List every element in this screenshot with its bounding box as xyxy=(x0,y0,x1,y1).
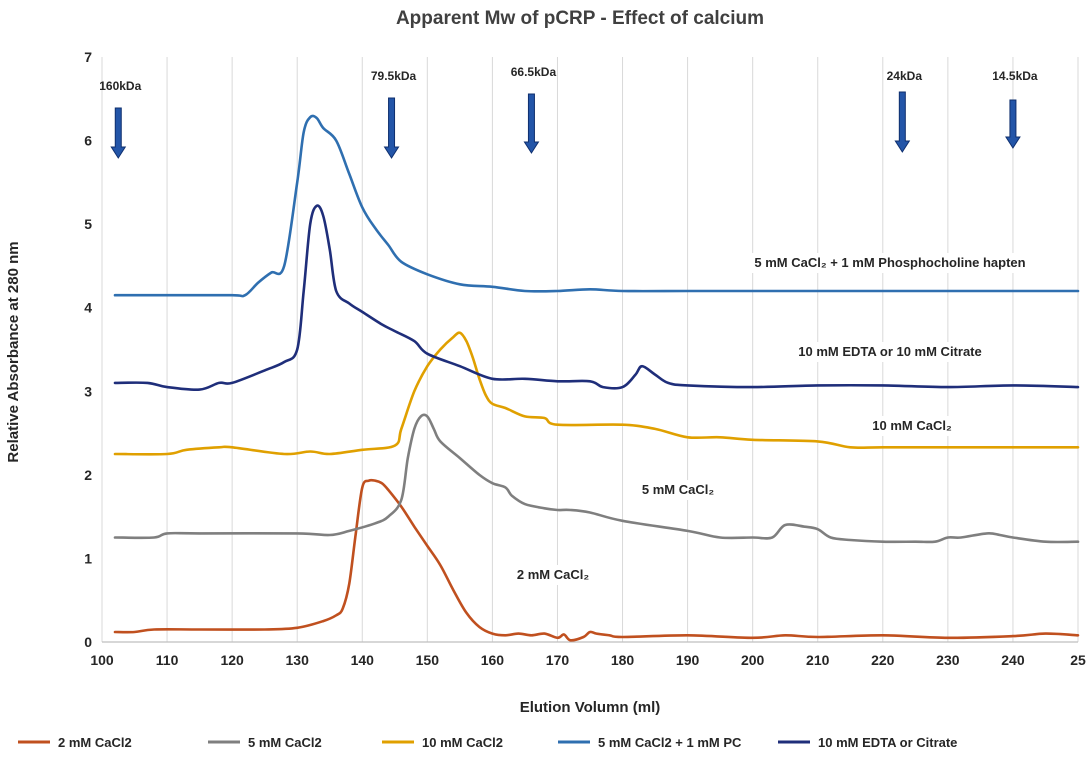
mw-marker-arrow xyxy=(383,97,400,159)
series-line-edta xyxy=(113,204,1080,392)
x-tick-label: 130 xyxy=(286,652,310,668)
series-labels: 5 mM CaCl₂ + 1 mM Phosphocholine hapten 1… xyxy=(507,253,1047,585)
y-tick-label: 6 xyxy=(84,133,92,149)
x-tick-label: 160 xyxy=(481,652,505,668)
series-label-bg xyxy=(862,416,962,436)
series-group xyxy=(113,114,1080,642)
series-line-2mM xyxy=(113,478,1080,642)
y-axis-title: Relative Absorbance at 280 nm xyxy=(5,241,22,462)
mw-marker-arrow xyxy=(894,91,911,153)
x-tick-label: 25 xyxy=(1070,652,1086,668)
mw-marker-arrow xyxy=(110,107,127,159)
x-tick-label: 110 xyxy=(156,652,179,668)
mw-marker-label: 14.5kDa xyxy=(992,69,1038,83)
series-line-5mM xyxy=(113,413,1080,544)
series-label-bg xyxy=(507,565,599,585)
x-tick-label: 100 xyxy=(90,652,114,668)
x-tick-label: 230 xyxy=(936,652,960,668)
x-tick-label: 220 xyxy=(871,652,895,668)
legend: 2 mM CaCl2 5 mM CaCl2 10 mM CaCl2 5 mM CaCl… xyxy=(18,735,957,750)
mw-marker-label: 24kDa xyxy=(887,69,923,83)
mw-marker-label: 66.5kDa xyxy=(511,65,557,79)
x-axis-title: Elution Volumn (ml) xyxy=(520,699,661,716)
mw-markers: 160kDa 79.5kDa 66.5kDa 24kDa 14.5kDa xyxy=(99,65,1038,159)
series-label-bg xyxy=(779,342,1001,362)
legend-label-2mM: 2 mM CaCl2 xyxy=(58,735,132,750)
mw-marker-label: 79.5kDa xyxy=(371,69,417,83)
mw-marker-arrow xyxy=(523,93,540,154)
x-tick-label: 210 xyxy=(806,652,830,668)
legend-label-pc: 5 mM CaCl2 + 1 mM PC xyxy=(598,735,742,750)
x-tick-label: 180 xyxy=(611,652,635,668)
y-tick-label: 2 xyxy=(84,467,92,483)
y-tick-label: 4 xyxy=(84,300,92,316)
y-axis-ticks: 0 1 2 3 4 5 6 7 xyxy=(84,49,92,650)
x-tick-label: 200 xyxy=(741,652,765,668)
x-tick-label: 120 xyxy=(220,652,244,668)
series-label-5mM: 5 mM CaCl₂ xyxy=(642,482,714,497)
y-tick-label: 7 xyxy=(84,49,92,65)
x-tick-label: 240 xyxy=(1001,652,1025,668)
series-line-pc xyxy=(113,114,1080,298)
mw-marker-label: 160kDa xyxy=(99,79,141,93)
x-tick-label: 140 xyxy=(351,652,375,668)
series-label-bg xyxy=(733,253,1047,273)
y-tick-label: 1 xyxy=(84,550,92,566)
series-label-10mM: 10 mM CaCl₂ xyxy=(872,418,952,433)
mw-marker-arrow xyxy=(1005,99,1021,149)
x-tick-label: 150 xyxy=(416,652,440,668)
series-label-2mM: 2 mM CaCl₂ xyxy=(517,567,589,582)
series-line-10mM xyxy=(113,331,1080,456)
legend-label-5mM: 5 mM CaCl2 xyxy=(248,735,322,750)
x-tick-label: 170 xyxy=(546,652,570,668)
series-label-bg xyxy=(632,480,724,500)
legend-label-10mM: 10 mM CaCl2 xyxy=(422,735,503,750)
y-tick-label: 3 xyxy=(84,383,92,399)
y-tick-label: 0 xyxy=(84,634,92,650)
y-tick-label: 5 xyxy=(84,216,92,232)
x-tick-label: 190 xyxy=(676,652,700,668)
chart-title: Apparent Mw of pCRP - Effect of calcium xyxy=(396,8,764,29)
series-label-edta: 10 mM EDTA or 10 mM Citrate xyxy=(798,344,982,359)
series-label-pc: 5 mM CaCl₂ + 1 mM Phosphocholine hapten xyxy=(754,255,1025,270)
legend-label-edta: 10 mM EDTA or Citrate xyxy=(818,735,957,750)
x-axis-ticks: 100 110 120 130 140 150 160 170 180 190 200 210 220 2… xyxy=(90,652,1086,668)
